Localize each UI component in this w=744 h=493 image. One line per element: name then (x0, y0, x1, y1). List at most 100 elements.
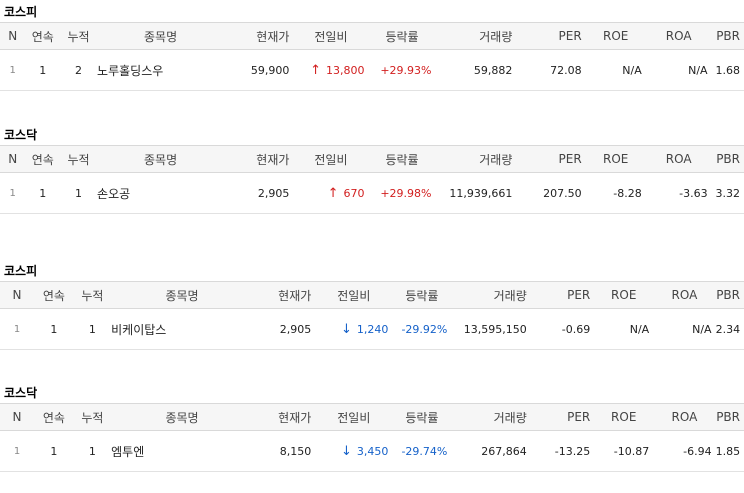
market-title: 코스닥 (4, 128, 38, 142)
column-header-pbr: PBR (715, 281, 744, 309)
row-number: 1 (0, 172, 26, 214)
column-header-per: PER (516, 22, 586, 50)
change-value: 1,240 (356, 322, 389, 336)
per-value: -13.25 (530, 430, 595, 472)
consecutive-count: 1 (34, 308, 74, 350)
column-header-name: 종목명 (97, 22, 225, 50)
change-cell: ↓ 3,450 (315, 430, 393, 472)
cumulative-count: 1 (60, 172, 98, 214)
column-header-pbr: PBR (711, 22, 744, 50)
column-header-price: 현재가 (252, 281, 316, 309)
cumulative-count: 2 (60, 49, 98, 91)
change-value: 3,450 (356, 444, 389, 458)
column-header-roe: ROE (585, 145, 646, 173)
table-header-row: N 연속 누적 종목명 현재가 전일비 등락률 거래량 PER ROE ROA PBR (0, 145, 744, 173)
change-rate: -29.92% (392, 308, 452, 350)
pbr-value: 1.85 (715, 430, 744, 472)
pbr-value: 1.68 (711, 49, 744, 91)
roe-value: N/A (594, 308, 654, 350)
column-header-roa: ROA (645, 22, 712, 50)
column-header-change: 전일비 (293, 145, 369, 173)
consecutive-count: 1 (25, 172, 61, 214)
column-header-change: 전일비 (315, 403, 393, 431)
column-header-volume: 거래량 (435, 145, 517, 173)
stock-name-link[interactable]: 비케이탑스 (111, 308, 253, 350)
market-title: 코스피 (4, 5, 38, 19)
column-header-n: N (0, 281, 35, 309)
change-rate: +29.98% (368, 172, 436, 214)
per-value: 207.50 (516, 172, 586, 214)
column-header-roe: ROE (594, 403, 654, 431)
column-header-price: 현재가 (224, 145, 294, 173)
column-header-cumulative: 누적 (73, 403, 112, 431)
arrow-up-icon: ↑ (327, 185, 339, 201)
column-header-name: 종목명 (111, 281, 253, 309)
column-header-volume: 거래량 (451, 281, 531, 309)
cumulative-count: 1 (73, 308, 112, 350)
table-header-row: N 연속 누적 종목명 현재가 전일비 등락률 거래량 PER ROE ROA PBR (0, 22, 744, 50)
column-header-consecutive: 연속 (34, 403, 74, 431)
column-header-consecutive: 연속 (25, 145, 61, 173)
row-number: 1 (0, 308, 35, 350)
column-header-per: PER (516, 145, 586, 173)
change-rate: +29.93% (368, 49, 436, 91)
stock-name-link[interactable]: 엠투엔 (111, 430, 253, 472)
change-cell: ↓ 1,240 (315, 308, 393, 350)
current-price: 2,905 (224, 172, 294, 214)
column-header-roa: ROA (645, 145, 712, 173)
table-row: 1 1 1 엠투엔 8,150 ↓ 3,450 -29.74% 267,864 -… (0, 430, 744, 472)
column-header-volume: 거래량 (435, 22, 517, 50)
stock-name-link[interactable]: 손오공 (97, 172, 225, 214)
column-header-price: 현재가 (224, 22, 294, 50)
volume: 267,864 (451, 430, 531, 472)
column-header-per: PER (530, 403, 595, 431)
column-header-per: PER (530, 281, 595, 309)
per-value: 72.08 (516, 49, 586, 91)
volume: 13,595,150 (451, 308, 531, 350)
cumulative-count: 1 (73, 430, 112, 472)
table-row: 1 1 1 비케이탑스 2,905 ↓ 1,240 -29.92% 13,595,… (0, 308, 744, 350)
pbr-value: 3.32 (711, 172, 744, 214)
market-title: 코스피 (4, 264, 38, 278)
arrow-down-icon: ↓ (340, 321, 352, 337)
column-header-pbr: PBR (715, 403, 744, 431)
column-header-roa: ROA (653, 403, 716, 431)
column-header-consecutive: 연속 (25, 22, 61, 50)
arrow-up-icon: ↑ (310, 62, 321, 78)
column-header-cumulative: 누적 (60, 22, 98, 50)
column-header-cumulative: 누적 (73, 281, 112, 309)
table-row: 1 1 2 노루홀딩스우 59,900 ↑ 13,800 +29.93% 59,8… (0, 49, 744, 91)
column-header-volume: 거래량 (451, 403, 531, 431)
per-value: -0.69 (530, 308, 595, 350)
volume: 11,939,661 (435, 172, 517, 214)
volume: 59,882 (435, 49, 517, 91)
column-header-name: 종목명 (97, 145, 225, 173)
column-header-roe: ROE (594, 281, 654, 309)
table-header-row: N 연속 누적 종목명 현재가 전일비 등락률 거래량 PER ROE ROA PBR (0, 403, 744, 431)
change-cell: ↑ 670 (293, 172, 369, 214)
row-number: 1 (0, 49, 26, 91)
roa-value: -6.94 (653, 430, 716, 472)
roa-value: N/A (645, 49, 712, 91)
roa-value: N/A (653, 308, 716, 350)
stock-table: N 연속 누적 종목명 현재가 전일비 등락률 거래량 PER ROE ROA PBR 1 1 2 노… (0, 22, 744, 91)
column-header-rate: 등락률 (368, 22, 436, 50)
column-header-rate: 등락률 (368, 145, 436, 173)
stock-name-link[interactable]: 노루홀딩스우 (97, 49, 225, 91)
column-header-n: N (0, 145, 26, 173)
column-header-price: 현재가 (252, 403, 316, 431)
column-header-name: 종목명 (111, 403, 253, 431)
current-price: 8,150 (252, 430, 316, 472)
column-header-rate: 등락률 (392, 403, 452, 431)
roe-value: -8.28 (585, 172, 646, 214)
row-number: 1 (0, 430, 35, 472)
table-header-row: N 연속 누적 종목명 현재가 전일비 등락률 거래량 PER ROE ROA PBR (0, 281, 744, 309)
column-header-change: 전일비 (315, 281, 393, 309)
pbr-value: 2.34 (715, 308, 744, 350)
column-header-roe: ROE (585, 22, 646, 50)
stock-table: N 연속 누적 종목명 현재가 전일비 등락률 거래량 PER ROE ROA PBR 1 1 1 비… (0, 281, 744, 350)
column-header-n: N (0, 22, 26, 50)
change-value: 670 (343, 186, 365, 200)
roe-value: N/A (585, 49, 646, 91)
consecutive-count: 1 (34, 430, 74, 472)
